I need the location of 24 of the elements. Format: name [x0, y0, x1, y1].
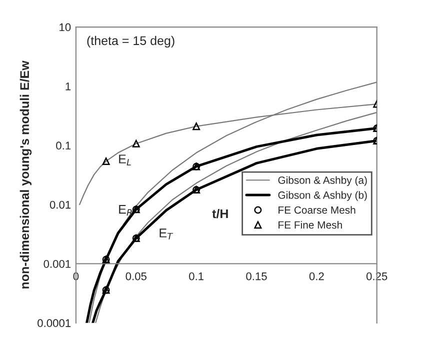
x-tick-label: 0.25: [366, 272, 388, 280]
point: [132, 140, 140, 148]
x-tick-label: 0.15: [246, 272, 267, 280]
legend-label: Gibson & Ashby (b): [278, 191, 367, 201]
y-tick-label: 0.01: [50, 200, 71, 209]
legend-label: FE Fine Mesh: [278, 220, 342, 229]
legend-label: FE Coarse Mesh: [278, 206, 356, 214]
x-tick-label: 0.2: [309, 272, 324, 280]
legend-label: Gibson & Ashby (a): [278, 176, 367, 186]
x-tick-label: 0.05: [126, 272, 146, 280]
y-tick-label: 1: [66, 82, 71, 90]
y-tick-label: 0.001: [44, 260, 71, 268]
x-axis-title: t/H: [212, 209, 228, 218]
y-tick-label: 0.0001: [38, 319, 71, 328]
point: [192, 122, 200, 130]
x-tick-label: 0.1: [189, 272, 204, 280]
annotation: E$_{L}$: [119, 154, 131, 166]
y-axis-title: non-dimensional young's moduli E/Ew: [20, 60, 32, 288]
y-tick-label: 0.1: [56, 142, 71, 150]
point: [102, 157, 110, 165]
y-tick-label: 10: [60, 23, 71, 32]
annotation: E$_{T}$: [160, 228, 174, 240]
annotation: (theta = 15 deg): [87, 36, 174, 48]
annotation: E$_{R}$: [119, 204, 132, 216]
